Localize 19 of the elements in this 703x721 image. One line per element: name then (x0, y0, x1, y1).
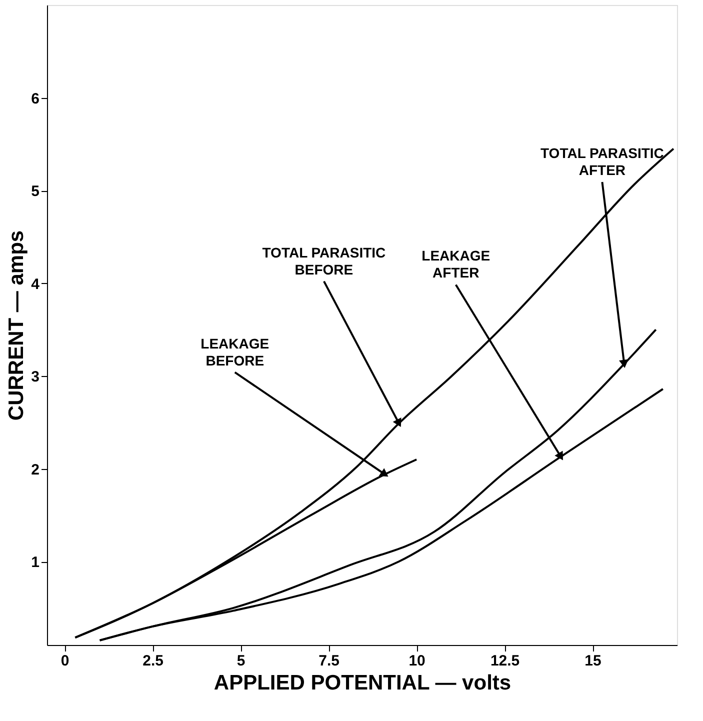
annotation: LEAKAGE BEFORE (200, 335, 270, 368)
x-tick-label: 7.5 (318, 652, 340, 670)
x-axis-title: APPLIED POTENTIAL — volts (214, 672, 512, 694)
y-tick-label: 3 (31, 368, 40, 386)
annotation: TOTAL PARASITIC BEFORE (262, 244, 386, 278)
x-tick-label: 5 (236, 652, 246, 670)
annotation: TOTAL PARASITIC AFTER (540, 144, 664, 178)
y-tick-label: 2 (31, 461, 40, 478)
annotation: LEAKAGE AFTER (422, 248, 490, 281)
y-tick-label: 6 (31, 90, 40, 108)
x-tick-label: 15 (584, 652, 602, 670)
x-tick-label: 0 (60, 652, 70, 670)
y-axis-title: CURRENT — amps (5, 230, 28, 421)
y-tick-label: 5 (31, 183, 40, 200)
x-tick-label: 10 (408, 652, 426, 670)
x-tick-label: 12.5 (490, 652, 520, 670)
y-tick-label: 4 (31, 276, 40, 293)
y-tick-label: 1 (31, 554, 40, 572)
x-tick-label: 2.5 (142, 652, 164, 670)
